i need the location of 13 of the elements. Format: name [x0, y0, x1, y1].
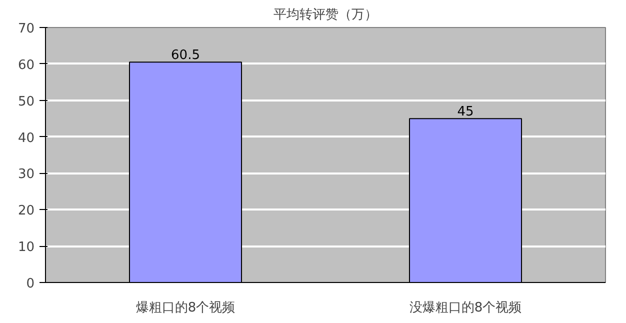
data-label: 60.5 — [171, 48, 200, 64]
y-tick-label: 40 — [18, 130, 35, 146]
data-label: 45 — [457, 104, 474, 120]
y-tick-label: 50 — [18, 94, 35, 110]
y-tick-label: 20 — [18, 204, 35, 219]
y-tick-label: 70 — [18, 22, 35, 36]
y-tick-label: 30 — [18, 167, 35, 182]
chart-title: 平均转评赞（万） — [274, 8, 378, 22]
y-tick-label: 60 — [18, 58, 35, 73]
y-tick-label: 0 — [26, 276, 35, 292]
x-tick-label: 爆粗口的8个视频 — [136, 300, 236, 316]
x-tick-label: 没爆粗口的8个视频 — [409, 300, 522, 316]
y-tick-label: 10 — [18, 240, 35, 256]
